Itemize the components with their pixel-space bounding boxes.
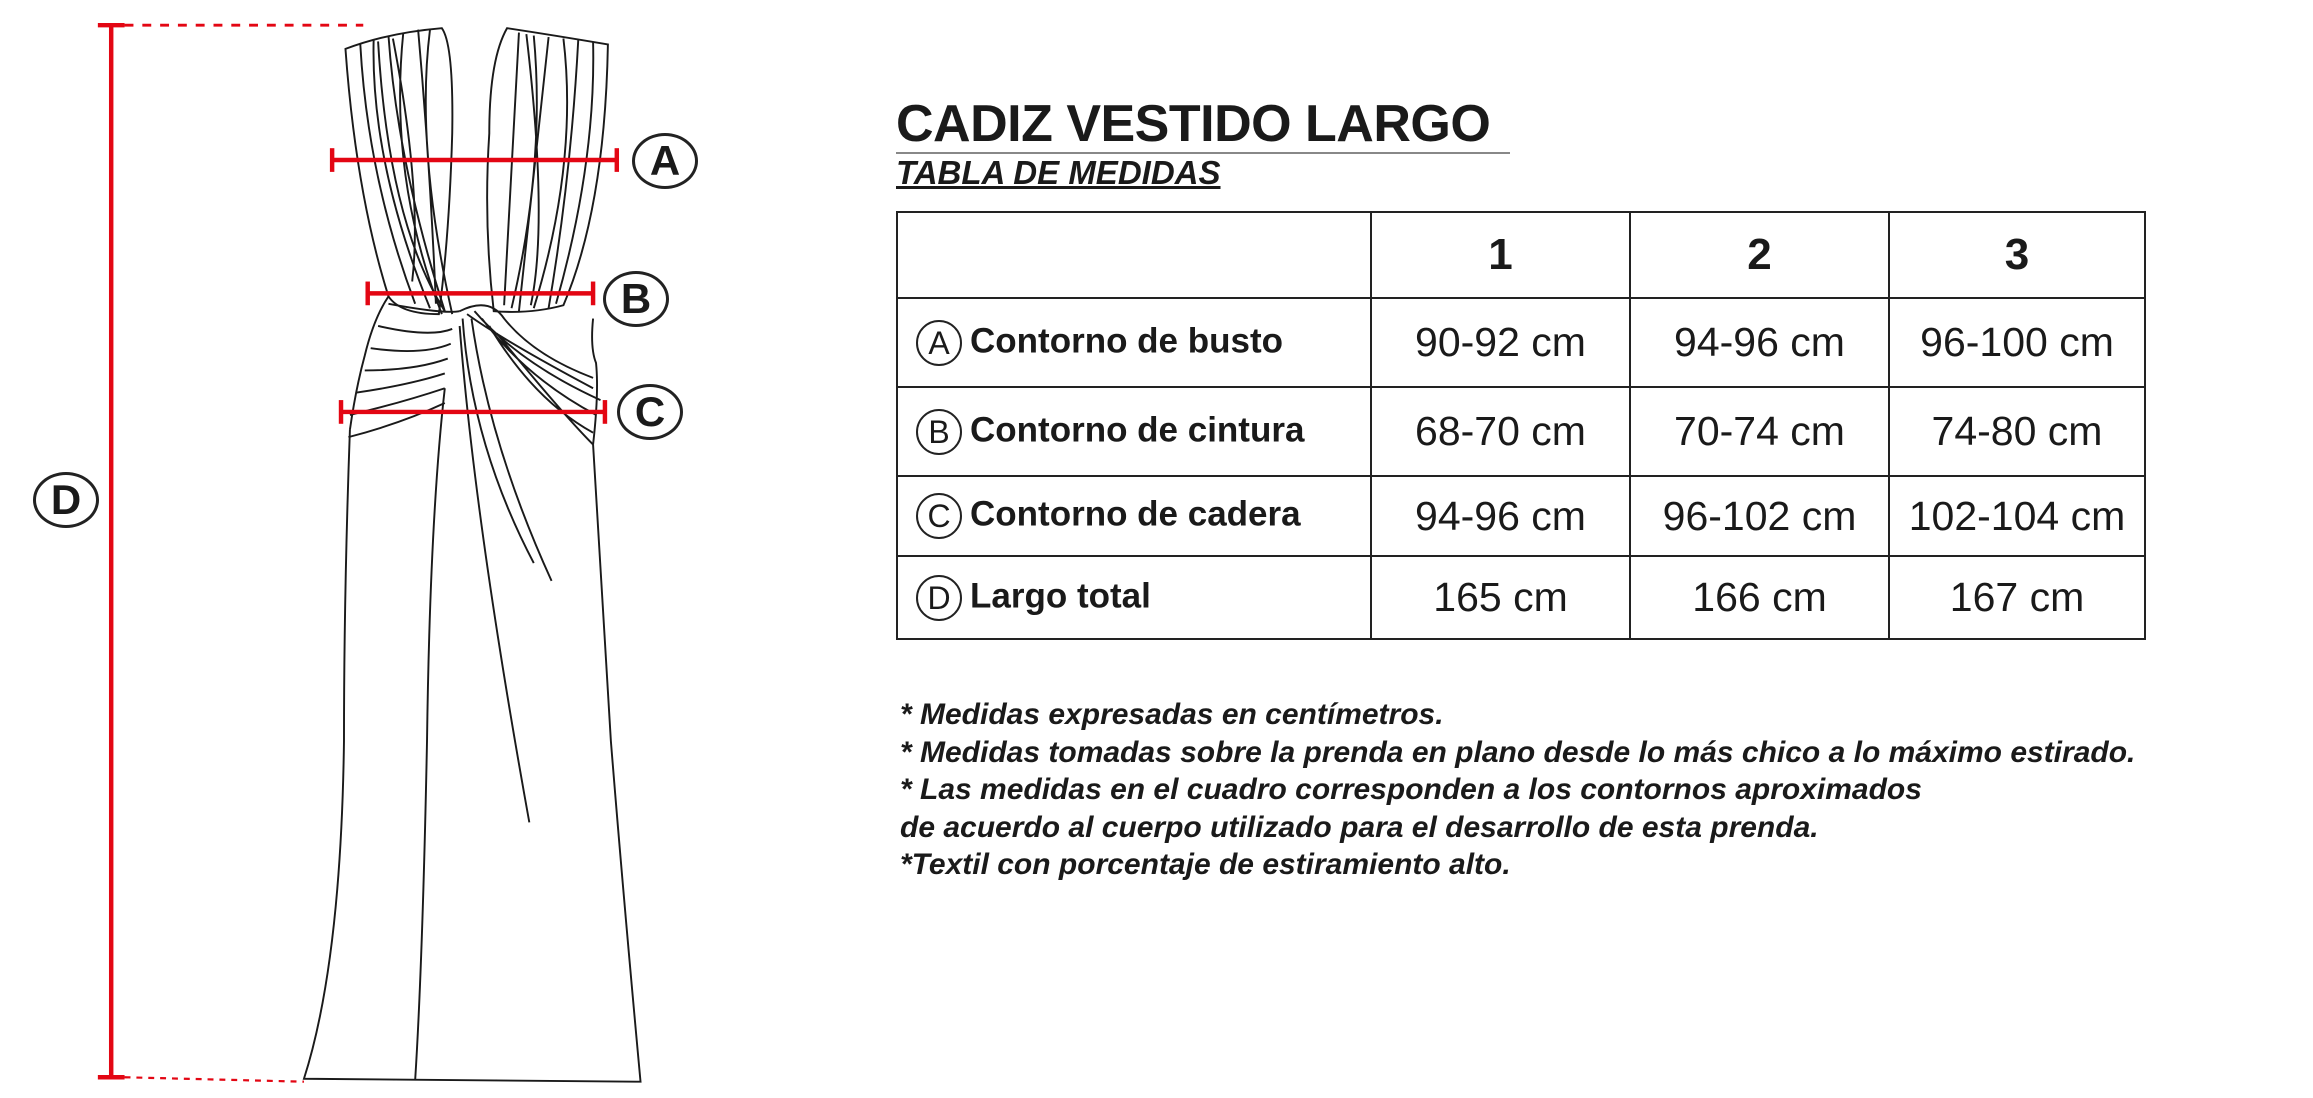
cell: 94-96 cm (1629, 297, 1890, 388)
page-subtitle: TABLA DE MEDIDAS (896, 154, 1221, 191)
dress-outline (302, 27, 642, 1083)
size-table: 1 2 3 A Contorno de busto 90-92 cm 94-96 … (896, 211, 2146, 640)
table-row: D Largo total 165 cm 166 cm 167 cm (896, 555, 2146, 640)
cell: 166 cm (1629, 555, 1890, 640)
note: * Medidas expresadas en centímetros. (900, 698, 1444, 731)
row-key: D (916, 574, 962, 621)
table-row: C Contorno de cadera 94-96 cm 96-102 cm 1… (896, 475, 2146, 557)
column-header: 1 (1370, 211, 1631, 299)
cell: 94-96 cm (1370, 475, 1631, 557)
label-a: A (632, 133, 698, 189)
row-label: Contorno de cadera (970, 494, 1301, 534)
label-b: B (603, 271, 669, 327)
row-label: Largo total (970, 575, 1151, 615)
table-row: B Contorno de cintura 68-70 cm 70-74 cm 7… (896, 386, 2146, 477)
label-d: D (33, 472, 99, 528)
cell: 68-70 cm (1370, 386, 1631, 477)
note: * Las medidas en el cuadro corresponden … (900, 773, 1922, 806)
row-label: Contorno de busto (970, 320, 1284, 360)
cell: 96-102 cm (1629, 475, 1890, 557)
cell: 74-80 cm (1888, 386, 2146, 477)
label-c: C (617, 384, 683, 440)
column-header: 3 (1888, 211, 2146, 299)
note: de acuerdo al cuerpo utilizado para el d… (900, 810, 1819, 844)
cell: 96-100 cm (1888, 297, 2146, 388)
note: *Textil con porcentaje de estiramiento a… (900, 848, 1511, 881)
note: * Medidas tomadas sobre la prenda en pla… (900, 735, 2136, 769)
table-row: A Contorno de busto 90-92 cm 94-96 cm 96-… (896, 297, 2146, 388)
row-label: Contorno de cintura (970, 409, 1305, 449)
cell: 70-74 cm (1629, 386, 1890, 477)
table-header-row: 1 2 3 (896, 211, 2146, 299)
page-title: CADIZ VESTIDO LARGO (896, 96, 1510, 154)
notes: * Medidas expresadas en centímetros. * M… (900, 696, 2135, 884)
column-header (896, 211, 1372, 299)
row-key: C (916, 493, 962, 539)
cell: 165 cm (1370, 555, 1631, 640)
measure-lines (97, 22, 620, 1083)
cell: 102-104 cm (1888, 475, 2146, 557)
cell: 167 cm (1888, 555, 2146, 640)
row-key: A (916, 319, 962, 366)
cell: 90-92 cm (1370, 297, 1631, 388)
column-header: 2 (1629, 211, 1890, 299)
row-key: B (916, 408, 962, 455)
